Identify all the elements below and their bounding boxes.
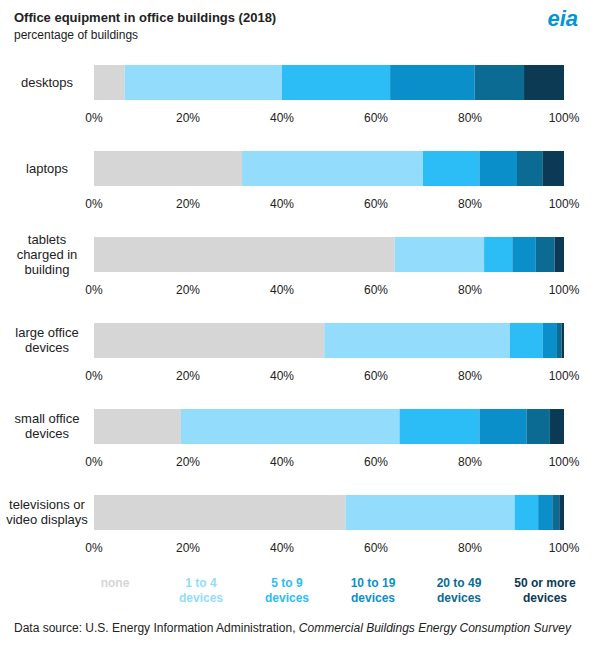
svg-text:100%: 100% <box>549 197 580 211</box>
svg-text:20%: 20% <box>176 111 200 125</box>
html-text:1 to 4 devices: 1 to 4 devices <box>179 576 223 605</box>
svg-text:20%: 20% <box>176 197 200 211</box>
html-text:10 to 19 devices: 10 to 19 devices <box>350 576 396 605</box>
svg-text:60%: 60% <box>364 283 388 297</box>
svg-text:100%: 100% <box>549 455 580 469</box>
html-text:none: none <box>100 576 130 590</box>
svg-text:0%: 0% <box>85 197 103 211</box>
svg-text:100%: 100% <box>549 369 580 383</box>
svg-text:80%: 80% <box>458 541 482 555</box>
svg-text:0%: 0% <box>85 111 103 125</box>
svg-text:20%: 20% <box>176 369 200 383</box>
svg-text:20%: 20% <box>176 283 200 297</box>
svg-text:0%: 0% <box>85 369 103 383</box>
svg-text:60%: 60% <box>364 541 388 555</box>
html-text:20 to 49 devices: 20 to 49 devices <box>436 576 482 605</box>
svg-text:0%: 0% <box>85 283 103 297</box>
svg-text:80%: 80% <box>458 369 482 383</box>
svg-text:20%: 20% <box>176 541 200 555</box>
html-text:50 or more devices: 50 or more devices <box>514 576 576 605</box>
html-text:Office equipment in office bui: Office equipment in office buildings (20… <box>14 10 277 25</box>
svg-text:40%: 40% <box>270 197 294 211</box>
svg-text:0%: 0% <box>85 541 103 555</box>
svg-text:0%: 0% <box>85 455 103 469</box>
svg-text:60%: 60% <box>364 197 388 211</box>
svg-text:40%: 40% <box>270 541 294 555</box>
html-text:desktops: desktops <box>21 74 73 90</box>
svg-text:40%: 40% <box>270 369 294 383</box>
svg-text:80%: 80% <box>458 283 482 297</box>
html-text:large office devices: large office devices <box>15 325 79 355</box>
svg-text:100%: 100% <box>549 541 580 555</box>
svg-text:40%: 40% <box>270 455 294 469</box>
html-text:laptops: laptops <box>26 160 68 176</box>
html-text:percentage of buildings: percentage of buildings <box>14 28 139 42</box>
svg-text:20%: 20% <box>176 455 200 469</box>
html-text:small office devices: small office devices <box>14 411 80 441</box>
svg-text:40%: 40% <box>270 283 294 297</box>
html-text:eia: eia <box>547 6 578 31</box>
svg-text:100%: 100% <box>549 111 580 125</box>
svg-text:60%: 60% <box>364 111 388 125</box>
html-text:tablets charged in building: tablets charged in building <box>16 231 78 277</box>
svg-text:60%: 60% <box>364 455 388 469</box>
svg-text:60%: 60% <box>364 369 388 383</box>
svg-text:80%: 80% <box>458 455 482 469</box>
html-text:5 to 9 devices: 5 to 9 devices <box>265 576 309 605</box>
svg-text:80%: 80% <box>458 111 482 125</box>
html-text:televisions or video displays: televisions or video displays <box>6 497 88 527</box>
svg-text:80%: 80% <box>458 197 482 211</box>
svg-text:100%: 100% <box>549 283 580 297</box>
html-text:Data source: U.S. Energy Infor: Data source: U.S. Energy Information Adm… <box>14 621 571 635</box>
svg-text:40%: 40% <box>270 111 294 125</box>
